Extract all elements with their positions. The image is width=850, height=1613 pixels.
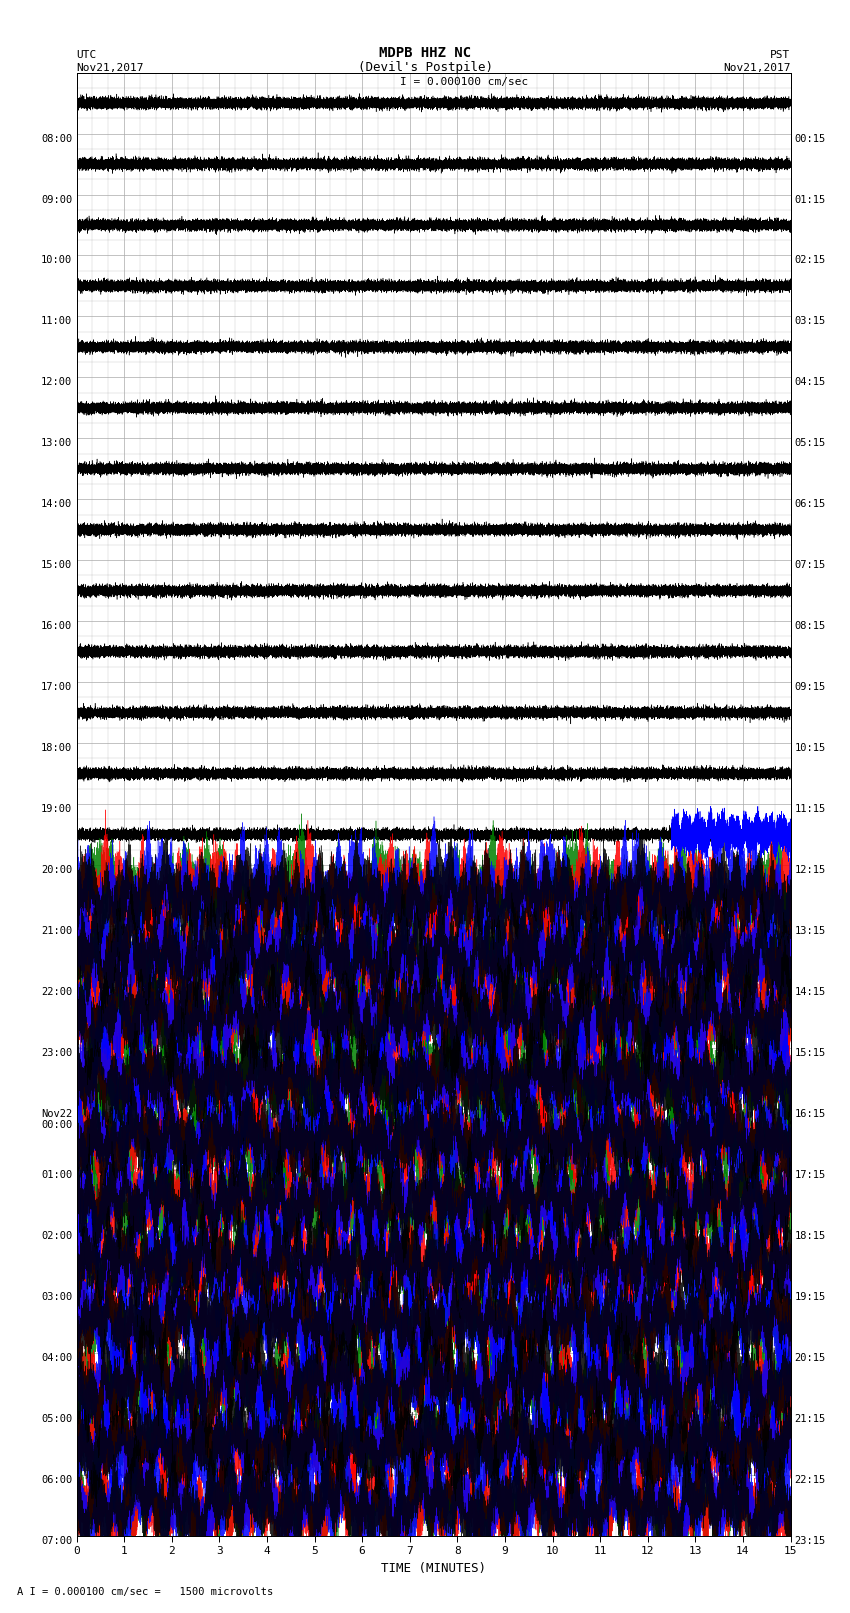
Text: UTC: UTC [76, 50, 97, 60]
Text: (Devil's Postpile): (Devil's Postpile) [358, 61, 492, 74]
Text: Nov21,2017: Nov21,2017 [76, 63, 144, 73]
Text: A I = 0.000100 cm/sec =   1500 microvolts: A I = 0.000100 cm/sec = 1500 microvolts [17, 1587, 273, 1597]
X-axis label: TIME (MINUTES): TIME (MINUTES) [381, 1561, 486, 1574]
Text: MDPB HHZ NC: MDPB HHZ NC [379, 45, 471, 60]
Text: I = 0.000100 cm/sec: I = 0.000100 cm/sec [400, 77, 528, 87]
Text: PST: PST [770, 50, 790, 60]
Text: Nov21,2017: Nov21,2017 [723, 63, 791, 73]
